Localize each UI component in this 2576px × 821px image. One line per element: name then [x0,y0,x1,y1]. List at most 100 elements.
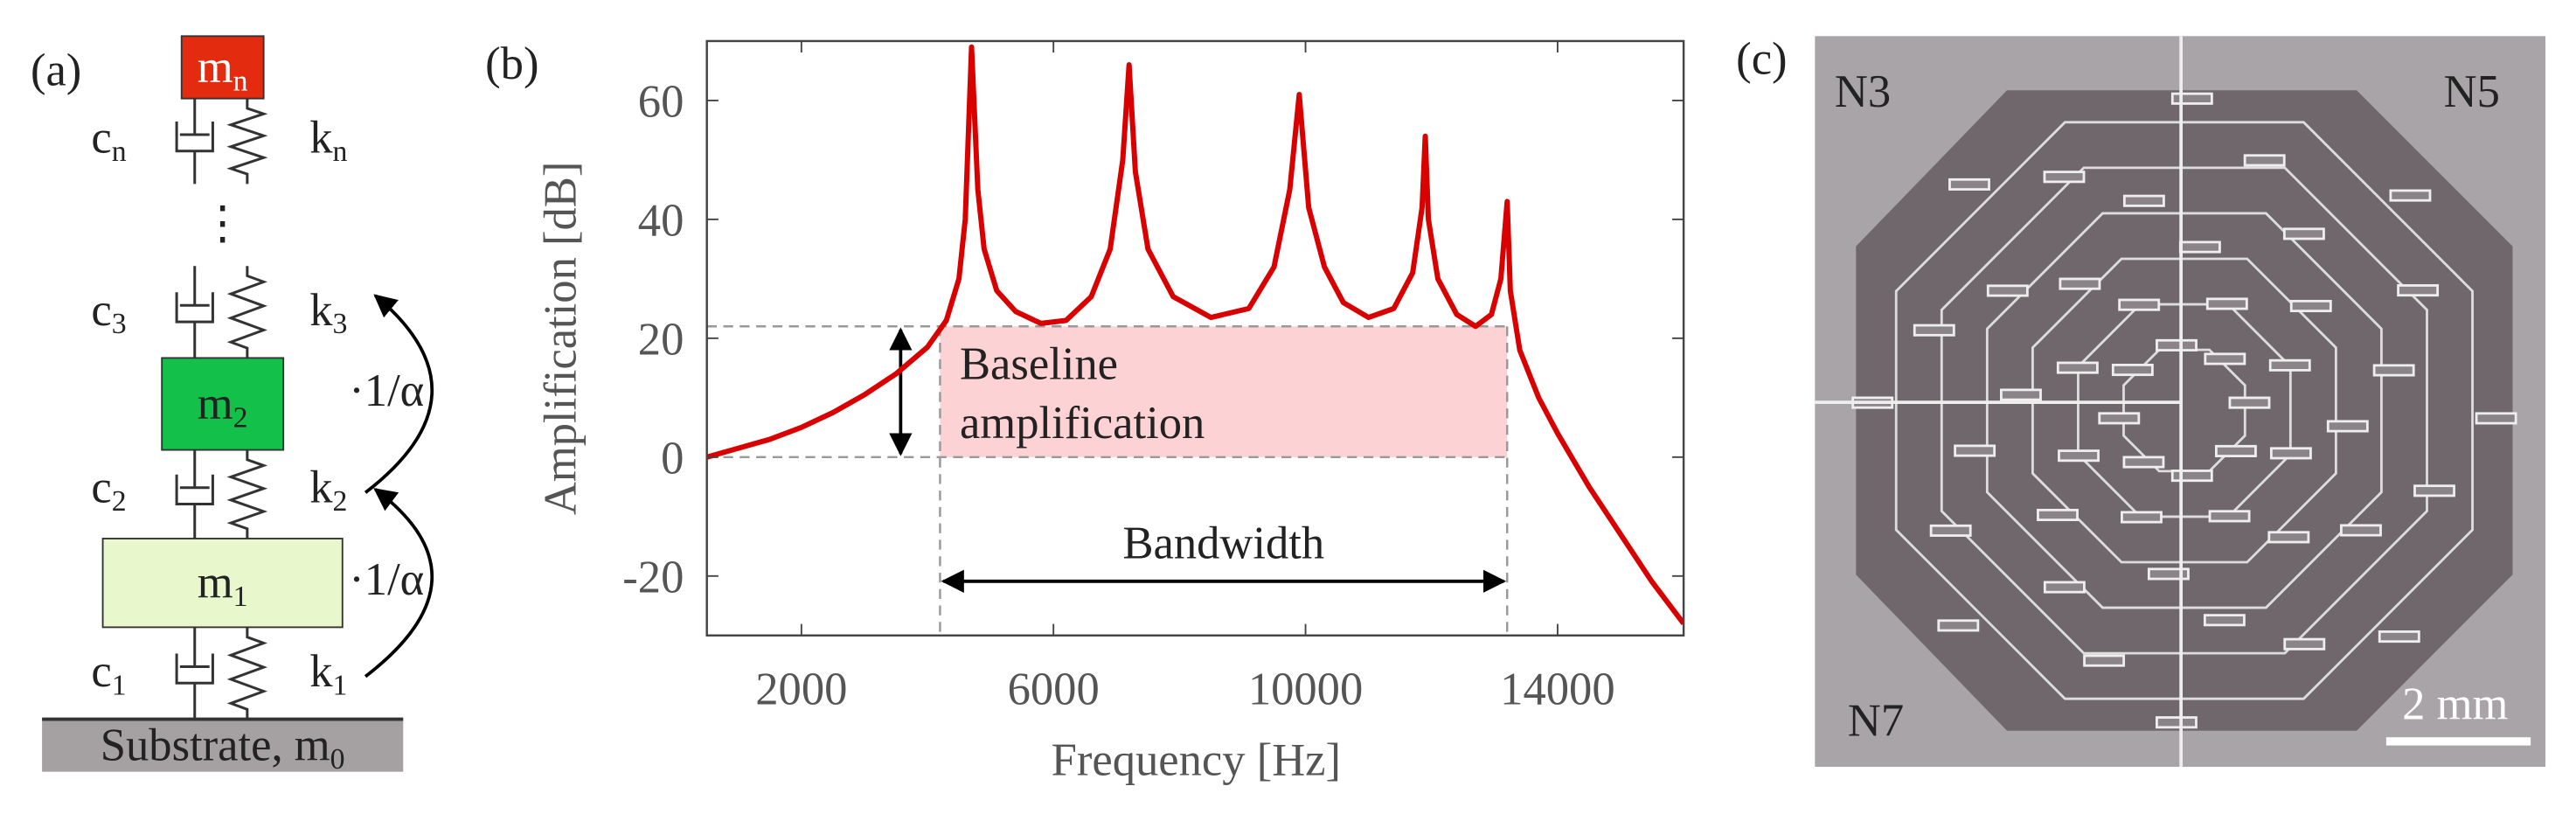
trace [1894,121,2474,700]
pad [2289,299,2332,313]
x-tick-label: 14000 [1500,664,1614,715]
label-base: c [91,463,111,513]
pad [1954,444,1996,457]
label-sub: 3 [333,308,348,340]
ratio-arrow [364,488,434,678]
label-sub: 1 [112,669,127,701]
y-tick-label: 20 [638,315,684,365]
y-tick-label: 40 [638,196,684,247]
label-sub: n [333,136,348,168]
damper-label: c3 [91,285,126,340]
pad [2203,614,2246,627]
panel-b: (b) Frequency [Hz] Amplification [dB] Ba… [485,38,1685,785]
pad [2228,396,2271,409]
pad [2121,511,2163,524]
ratio-label: ·1/α [349,365,424,416]
label-sub: n [112,136,127,168]
pad [2059,277,2101,290]
label-base: k [309,646,333,697]
scale-bar-label: 2 mm [2402,679,2508,730]
x-tick-label: 2000 [755,664,847,715]
pad [2058,449,2100,463]
label-base: k [309,113,333,164]
pad [2413,484,2455,497]
mass-n [180,35,265,100]
y-axis-label: Amplification [dB] [535,162,586,515]
substrate-label: Substrate, m0 [101,720,345,776]
mass-label: m2 [198,379,248,434]
spring [226,266,267,358]
y-tick-label: -20 [622,553,684,603]
response-curve [706,44,1684,626]
pad [2170,470,2213,483]
pad [2214,444,2257,457]
pad [2397,284,2440,297]
pad [2326,420,2369,433]
pad [2147,567,2190,581]
pad [2204,352,2246,365]
damper [175,449,214,539]
shaded-region [940,326,1508,457]
substrate [42,719,404,772]
quadrant-label: N5 [2444,66,2500,117]
y-tick-label: 0 [661,434,684,484]
pad [2118,298,2161,311]
pad [2378,630,2420,644]
pad [2155,716,2198,729]
pad [2111,364,2154,377]
label-base: c [91,113,111,164]
damper [175,266,214,358]
panel-label: (a) [31,45,81,96]
spring [226,627,267,720]
spring [226,449,268,539]
mass-1 [101,538,344,629]
mass-label: mn [198,42,248,97]
pad [2083,654,2126,667]
pad [2269,447,2312,460]
shaded-label: Baseline [960,338,1118,389]
panel-label: (b) [485,38,538,89]
scale-bar [2385,737,2531,746]
damper-label: c2 [91,463,126,518]
shaded-label: amplification [960,398,1205,449]
pad [2122,194,2165,207]
label-sub: 2 [112,485,127,518]
spring-label: k2 [309,463,347,518]
pad [2389,189,2432,202]
pad [2000,388,2042,401]
pad [2268,358,2311,372]
quadrant-label: N7 [1848,695,1904,746]
spring-label: k3 [309,285,347,340]
pad [1937,619,1980,632]
y-tick-label: 60 [638,77,684,128]
pad [2156,338,2198,351]
device-body [1856,90,2513,731]
label-base: k [309,285,333,336]
pad [2043,581,2086,594]
label-base: c [91,646,111,697]
pad [2475,412,2517,425]
traces [1851,92,2517,729]
pad [2098,412,2141,425]
label-base: c [91,285,111,336]
ellipsis: ⋮ [199,198,246,248]
pad [2037,508,2079,522]
pad [2056,361,2099,374]
quadrant-label: N3 [1835,66,1891,117]
label-sub: 1 [333,669,348,701]
trace [1985,212,2383,609]
label-sub: 3 [112,308,127,340]
pad [2372,364,2415,377]
pad [2178,240,2221,254]
panel-label: (c) [1736,34,1787,85]
damper [175,627,214,720]
pad [2340,524,2382,537]
x-tick-label: 6000 [1008,664,1100,715]
pad [2267,531,2310,544]
ratio-label: ·1/α [349,554,424,605]
ratio-arrow [364,294,434,494]
label-base: k [309,463,333,513]
